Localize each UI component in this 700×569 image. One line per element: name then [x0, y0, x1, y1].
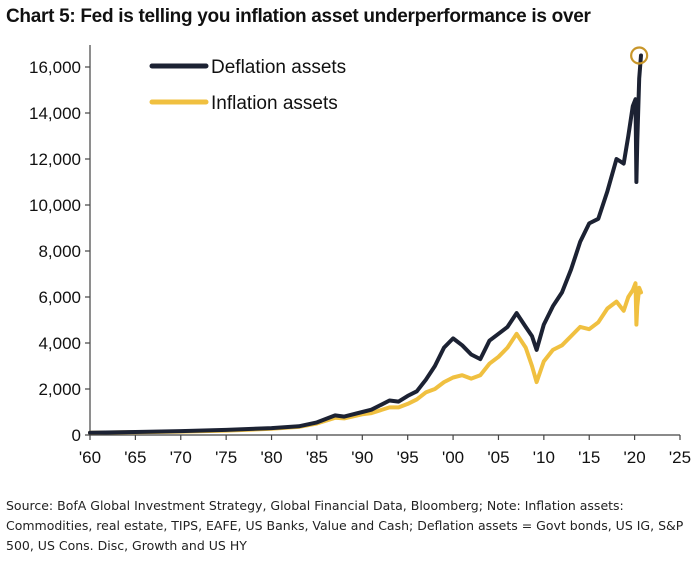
- y-tick-label: 10,000: [29, 196, 81, 215]
- x-tick-label: '85: [306, 448, 328, 467]
- y-tick-label: 16,000: [29, 58, 81, 77]
- x-tick-label: '20: [624, 448, 646, 467]
- x-tick-label: '70: [170, 448, 192, 467]
- x-tick-label: '90: [351, 448, 373, 467]
- x-tick-label: '75: [215, 448, 237, 467]
- y-tick-label: 12,000: [29, 150, 81, 169]
- x-tick-label: '60: [79, 448, 101, 467]
- x-tick-label: '15: [578, 448, 600, 467]
- legend-label-deflation: Deflation assets: [211, 57, 346, 78]
- y-tick-label: 4,000: [38, 334, 81, 353]
- x-tick-label: '65: [124, 448, 146, 467]
- x-tick-label: '95: [397, 448, 419, 467]
- line-chart: 0 2,000 4,000 6,000 8,000 10,000 12,000 14,000 1…: [29, 45, 691, 467]
- y-tick-label: 2,000: [38, 380, 81, 399]
- y-tick-label: 8,000: [38, 242, 81, 261]
- chart-title: Chart 5: Fed is telling you inflation as…: [6, 6, 591, 27]
- x-axis: '60 '65 '70 '75 '80 '85 '90 '95 '00 '05 '10 '15 '20 '…: [79, 434, 691, 467]
- x-tick-label: '00: [442, 448, 464, 467]
- series-layer: [88, 46, 649, 435]
- series-line-inflation: [88, 281, 643, 435]
- source-note: Source: BofA Global Investment Strategy,…: [6, 498, 684, 553]
- x-tick-label: '80: [260, 448, 282, 467]
- series-line-deflation: [88, 53, 643, 435]
- peak-highlight-circle: [630, 46, 649, 65]
- y-tick-label: 0: [72, 426, 81, 445]
- y-axis: 0 2,000 4,000 6,000 8,000 10,000 12,000 14,000 1…: [29, 45, 91, 445]
- y-tick-label: 6,000: [38, 288, 81, 307]
- y-tick-label: 14,000: [29, 104, 81, 123]
- legend-label-inflation: Inflation assets: [211, 93, 338, 114]
- x-tick-label: '05: [487, 448, 509, 467]
- x-tick-label: '25: [669, 448, 691, 467]
- x-tick-label: '10: [533, 448, 555, 467]
- legend: Deflation assets Inflation assets: [149, 57, 346, 114]
